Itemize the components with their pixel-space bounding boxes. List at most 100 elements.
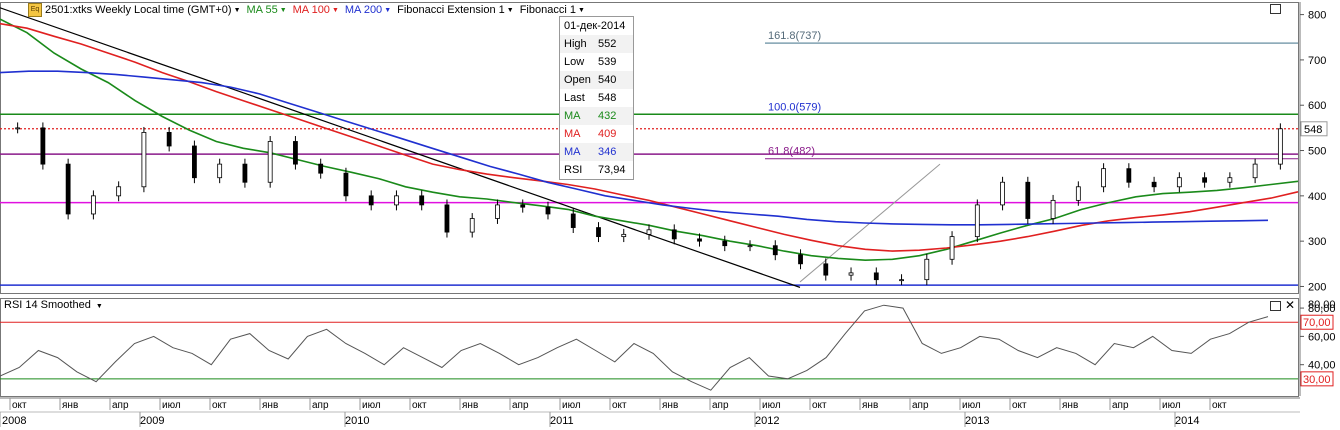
x-month-label: янв bbox=[662, 400, 678, 411]
data-window-row: Open 540 bbox=[560, 71, 633, 89]
rsi-y-tick-label: 80,00 bbox=[1308, 303, 1336, 315]
candle-body bbox=[65, 163, 71, 215]
candle-body bbox=[343, 172, 349, 197]
maximize-main-button[interactable] bbox=[1270, 4, 1281, 14]
rsi-y-tick-label: 60,00 bbox=[1308, 331, 1336, 343]
candle-body bbox=[596, 227, 601, 238]
x-month-label: апр bbox=[312, 400, 329, 411]
data-window-key: RSI bbox=[564, 164, 583, 176]
x-month-label: янв bbox=[462, 400, 478, 411]
data-window-value: 539 bbox=[598, 56, 617, 68]
fib-extension-label: Fibonacci Extension 1 bbox=[397, 4, 505, 16]
candle-body bbox=[621, 233, 627, 238]
x-month-label: июл bbox=[1162, 400, 1181, 411]
dropdown-arrow-icon: ▼ bbox=[506, 6, 514, 14]
candle-body bbox=[141, 132, 147, 188]
candle-body bbox=[899, 279, 904, 282]
price-panel-frame bbox=[0, 2, 1299, 294]
candle-body bbox=[15, 127, 21, 130]
x-month-label: апр bbox=[1112, 400, 1129, 411]
candle-body bbox=[1000, 181, 1005, 206]
fib-selector[interactable]: Fibonacci 1 ▼ bbox=[520, 4, 591, 16]
candle-body bbox=[772, 245, 778, 256]
rsi-y-tick-label: 40,00 bbox=[1308, 360, 1336, 372]
x-month-label: окт bbox=[412, 400, 427, 411]
fib-annotation: 61.8(482) bbox=[768, 146, 815, 158]
fib-extension-selector[interactable]: Fibonacci Extension 1 ▼ bbox=[397, 4, 520, 16]
candle-body bbox=[1202, 177, 1208, 183]
candle-body bbox=[747, 245, 753, 248]
x-month-label: окт bbox=[212, 400, 227, 411]
x-month-label: июл bbox=[762, 400, 781, 411]
data-window-key: Last bbox=[564, 92, 585, 104]
candle-body bbox=[823, 263, 829, 276]
candle-body bbox=[873, 272, 879, 281]
data-window-key: Low bbox=[564, 56, 585, 68]
candle-body bbox=[1252, 163, 1258, 179]
symbol-selector[interactable]: 2501:xtks Weekly Local time (GMT+0) ▼ bbox=[45, 4, 247, 16]
last-value-tag bbox=[1300, 121, 1328, 137]
candle-body bbox=[217, 163, 223, 179]
x-year-label: 2008 bbox=[2, 415, 26, 427]
candle-body bbox=[1151, 181, 1157, 188]
y-tick-label: 200 bbox=[1308, 281, 1326, 293]
data-window-key: High bbox=[564, 38, 587, 50]
rsi-title-label: RSI 14 Smoothed bbox=[4, 299, 91, 311]
ma200-selector[interactable]: MA 200 ▼ bbox=[345, 4, 397, 16]
series-line-ma-200 bbox=[0, 70, 1269, 226]
y-tick-label: 300 bbox=[1308, 236, 1326, 248]
symbol-label: 2501:xtks Weekly Local time (GMT+0) bbox=[45, 4, 232, 16]
ma55-selector[interactable]: MA 55 ▼ bbox=[247, 4, 293, 16]
ma100-selector[interactable]: MA 100 ▼ bbox=[293, 4, 345, 16]
candle-body bbox=[798, 254, 803, 265]
data-window-row: MA 409 bbox=[560, 125, 633, 143]
fib-annotation: 161.8(737) bbox=[768, 30, 821, 42]
x-month-label: апр bbox=[712, 400, 729, 411]
data-window-value: 73,94 bbox=[598, 164, 626, 176]
x-month-label: янв bbox=[862, 400, 878, 411]
candle-body bbox=[469, 218, 475, 233]
data-window-date: 01-дек-2014 bbox=[564, 20, 626, 32]
candle-body bbox=[1227, 177, 1233, 183]
data-window-value: 552 bbox=[598, 38, 617, 50]
dropdown-arrow-icon: ▼ bbox=[95, 303, 103, 310]
rsi-level-label: 30,00 bbox=[1303, 374, 1331, 386]
rsi-panel-title[interactable]: RSI 14 Smoothed ▼ bbox=[4, 299, 103, 311]
last-value-label: 548 bbox=[1304, 124, 1322, 136]
dropdown-arrow-icon: ▼ bbox=[384, 6, 392, 14]
maximize-rsi-button[interactable] bbox=[1270, 301, 1281, 311]
close-rsi-icon[interactable]: ✕ bbox=[1285, 298, 1296, 312]
dropdown-arrow-icon: ▼ bbox=[577, 6, 585, 14]
equity-icon: Eq bbox=[28, 3, 42, 17]
x-year-label: 2013 bbox=[965, 415, 989, 427]
x-month-label: апр bbox=[912, 400, 929, 411]
x-month-label: окт bbox=[612, 400, 627, 411]
data-window: 01-дек-2014 High 552 Low 539 Open 540 Last 548 M… bbox=[559, 16, 634, 180]
fib-annotation: 100.0(579) bbox=[768, 102, 821, 114]
data-window-key: MA bbox=[564, 146, 581, 158]
fib-label: Fibonacci 1 bbox=[519, 4, 576, 16]
candle-body bbox=[848, 272, 854, 276]
x-month-label: апр bbox=[512, 400, 529, 411]
data-window-row: MA 346 bbox=[560, 143, 633, 161]
candle-body bbox=[646, 229, 652, 235]
candle-body bbox=[974, 204, 980, 238]
x-month-label: окт bbox=[812, 400, 827, 411]
candle-body bbox=[242, 163, 248, 183]
dropdown-arrow-icon: ▼ bbox=[331, 6, 339, 14]
x-month-label: июл bbox=[962, 400, 981, 411]
series-line-ma-100 bbox=[0, 22, 1299, 252]
ma100-label: MA 100 bbox=[292, 4, 330, 16]
candle-body bbox=[545, 206, 551, 215]
candle-body bbox=[394, 195, 399, 206]
candle-body bbox=[1050, 199, 1056, 219]
candle-body bbox=[697, 238, 702, 242]
series-line-ma-55 bbox=[0, 18, 1299, 262]
rsi-panel-frame bbox=[0, 298, 1299, 397]
x-month-label: окт bbox=[1212, 400, 1227, 411]
candle-body bbox=[90, 195, 96, 215]
ma200-label: MA 200 bbox=[344, 4, 383, 16]
trend-line bbox=[0, 7, 801, 288]
